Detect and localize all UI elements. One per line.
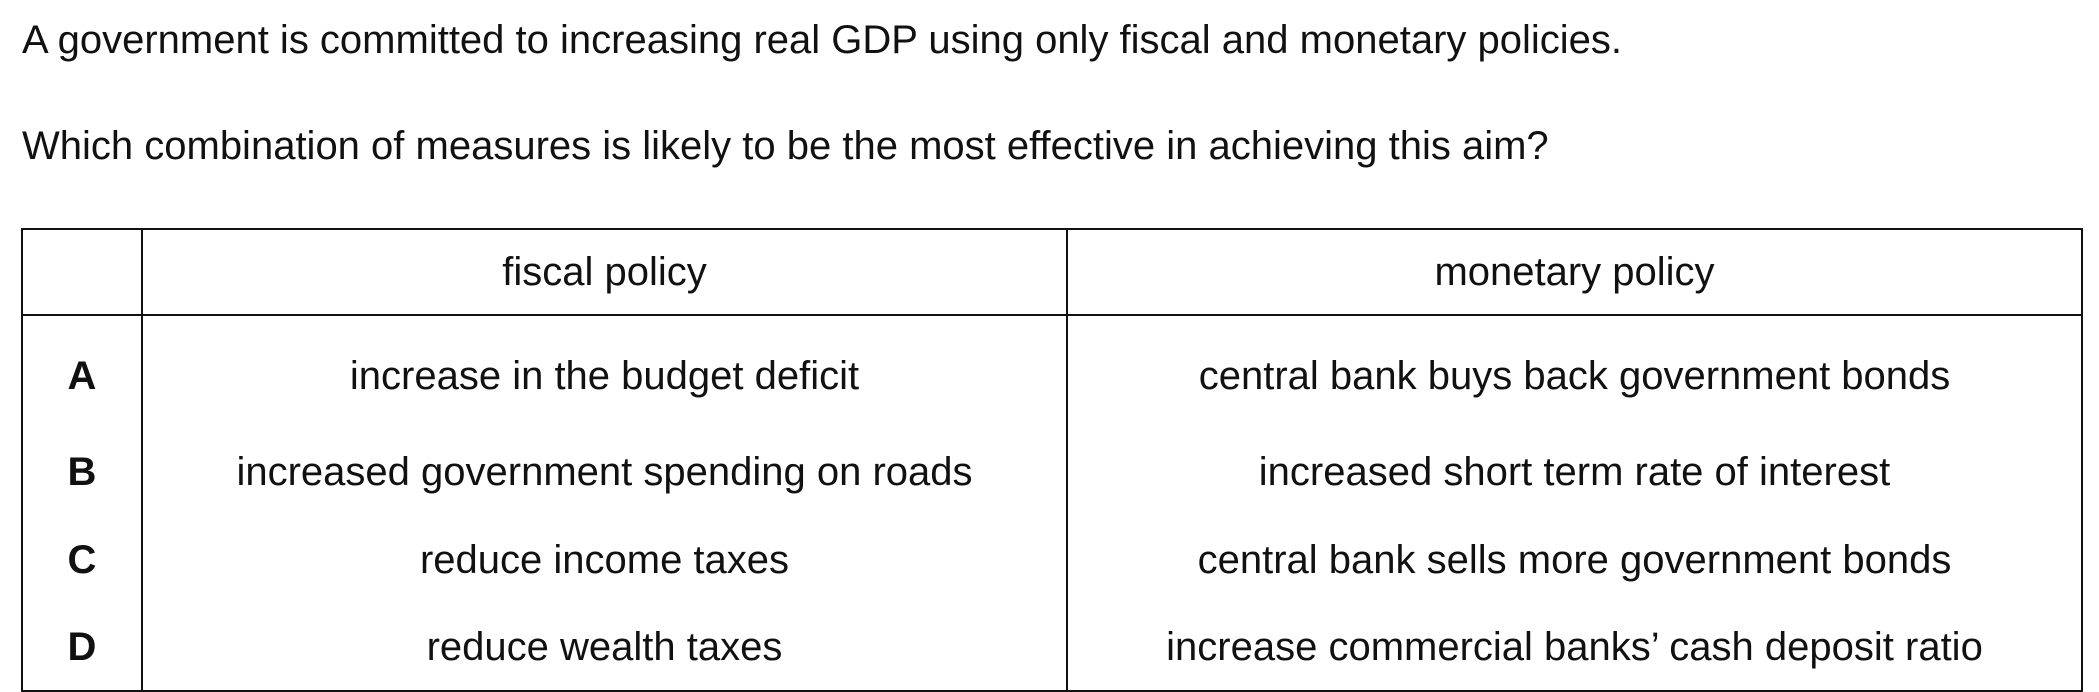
header-monetary-policy: monetary policy: [1066, 228, 2083, 316]
fiscal-measure: increase in the budget deficit: [141, 315, 1068, 428]
option-row-a: A increase in the budget deficit central…: [21, 315, 2083, 428]
header-fiscal-policy: fiscal policy: [141, 228, 1068, 316]
table-header-row: fiscal policy monetary policy: [21, 228, 2083, 316]
monetary-measure: increase commercial banks’ cash deposit …: [1066, 604, 2083, 692]
option-row-d: D reduce wealth taxes increase commercia…: [21, 604, 2083, 692]
monetary-measure: central bank sells more government bonds: [1066, 516, 2083, 604]
monetary-measure: increased short term rate of interest: [1066, 428, 2083, 516]
question-stem: A government is committed to increasing …: [22, 18, 1623, 62]
option-key: C: [21, 516, 143, 604]
fiscal-measure: reduce wealth taxes: [141, 604, 1068, 692]
option-row-b: B increased government spending on roads…: [21, 428, 2083, 516]
option-row-c: C reduce income taxes central bank sells…: [21, 516, 2083, 604]
option-key: D: [21, 604, 143, 692]
fiscal-measure: increased government spending on roads: [141, 428, 1068, 516]
option-key: B: [21, 428, 143, 516]
monetary-measure: central bank buys back government bonds: [1066, 315, 2083, 428]
header-key-cell: [21, 228, 143, 316]
fiscal-measure: reduce income taxes: [141, 516, 1068, 604]
question-prompt: Which combination of measures is likely …: [22, 124, 1549, 168]
answer-options-table: fiscal policy monetary policy A increase…: [21, 228, 2083, 692]
option-key: A: [21, 315, 143, 428]
